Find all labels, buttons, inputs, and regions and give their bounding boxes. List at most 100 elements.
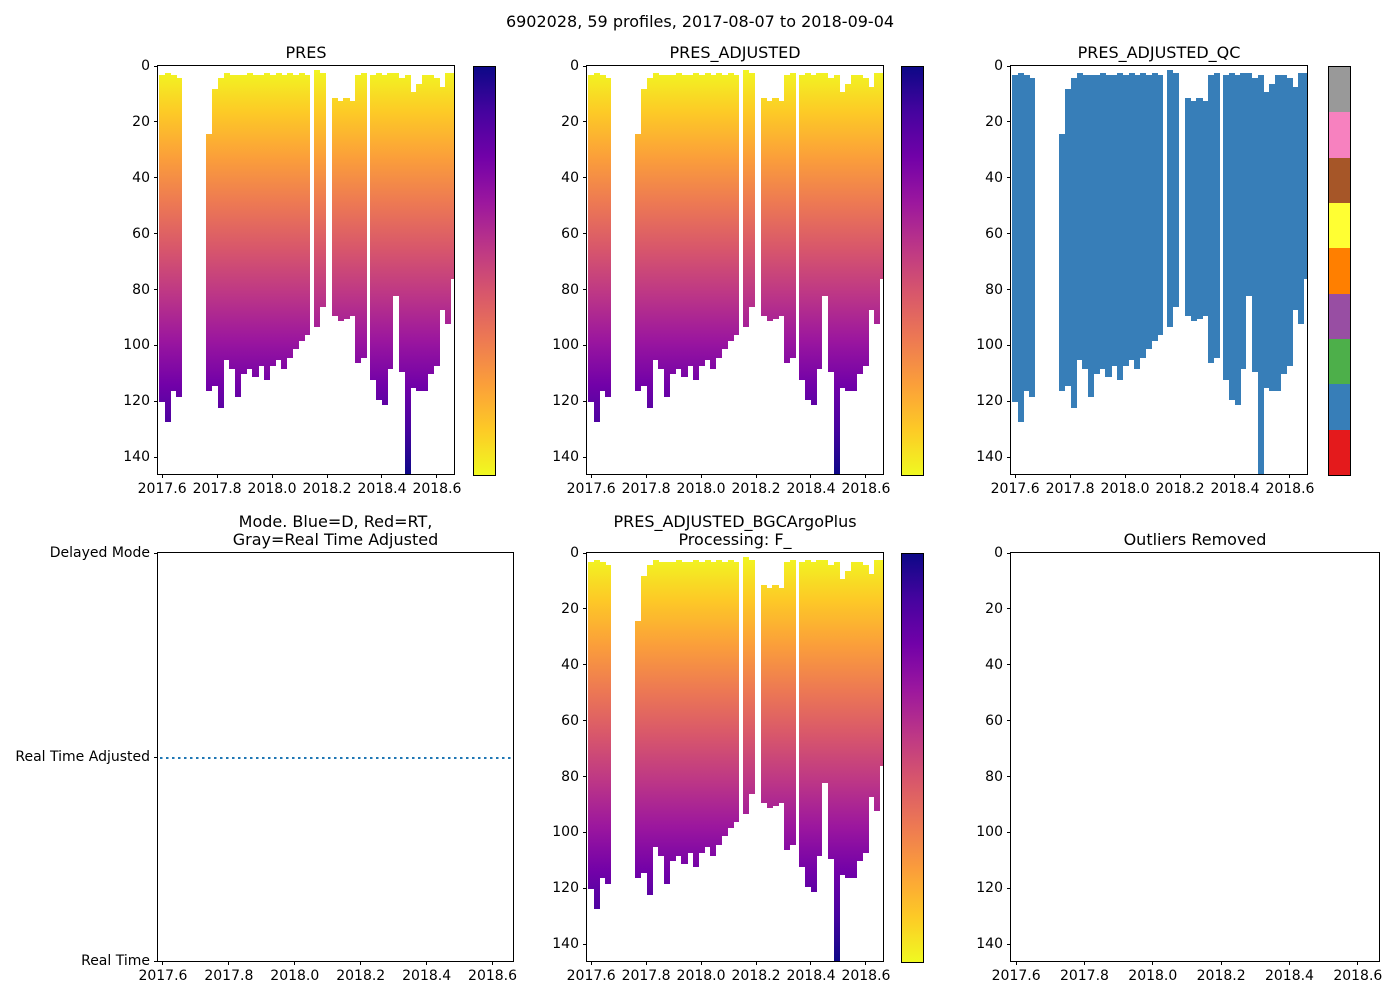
profile-bar-gradient [816,559,823,856]
x-tick-label: 2017.8 [192,481,242,497]
y-tick-mark [154,552,158,554]
profile-bar [1099,72,1106,369]
profile-bar [164,72,171,422]
subplot-bgcargoplus-title-line1: PRES_ADJUSTED_BGCArgoPlus [613,512,857,531]
profile-bar-gradient [692,72,700,380]
profile-bar-gradient [381,75,388,406]
profile-bar-gradient [669,75,676,375]
profile-bar [862,565,869,853]
profile-bar-gradient [868,86,875,311]
profile-bar-gradient [760,97,767,316]
y-tick-label: 60 [985,712,1003,729]
profile-bar [641,89,648,386]
profile-bar [874,72,881,325]
profile-bar [1280,75,1287,375]
profile-bar-gradient [704,559,711,848]
mode-y-tick-label: Real Time [81,953,150,969]
x-tick-mark [426,961,428,965]
profile-bar-gradient [833,562,840,961]
profile-bar [1082,75,1089,369]
y-tick-label: 60 [132,225,150,242]
profile-bar [868,573,875,798]
y-tick-label: 20 [561,113,579,130]
profile-bar-gradient [742,556,749,814]
profile-bar [240,75,247,375]
profile-bar-gradient [716,559,723,845]
profile-bar-gradient [593,72,600,422]
profile-bar [287,72,294,358]
profile-bar-gradient [874,72,881,325]
plot-area-pres [157,65,455,475]
profile-bar [1128,72,1135,361]
profile-bar-gradient [235,75,242,397]
profile-bar [742,69,749,327]
profile-bar-gradient [599,562,606,879]
y-tick-mark [583,65,587,67]
profile-bar [879,72,883,280]
qc-colorbar-segment [1329,202,1350,249]
subplot-outliers-removed: Outliers Removed 2017.6 2017.8 2018.0 2018.… [976,531,1382,985]
x-tick-label: 2018.2 [1196,968,1246,984]
profile-bar [772,97,779,319]
y-tick-mark [1007,831,1011,833]
x-tick-label: 2018.6 [841,968,891,984]
figure-title: 6902028, 59 profiles, 2017-08-07 to 2018… [505,12,895,31]
profile-bar [698,562,705,853]
profile-bar [1240,72,1247,369]
y-tick-mark [1007,552,1011,554]
profile-bar [1184,97,1191,316]
profile-bar-gradient [304,75,311,336]
y-tick-label: 0 [141,58,150,74]
profile-bar [170,75,177,392]
profile-bar [635,134,642,392]
x-tick-label: 2017.8 [1045,481,1095,497]
profile-bar-gradient [874,559,881,812]
profile-bar [778,587,785,803]
profile-bar-gradient [263,72,271,380]
profile-bar-gradient [398,78,406,372]
y-tick-mark [1007,776,1011,778]
profile-bar-gradient [721,75,728,350]
profile-bar-gradient [868,573,875,798]
y-tick-label: 100 [976,824,1003,841]
profile-bar [1070,78,1077,408]
y-tick-mark [583,887,587,889]
x-tick-label: 2017.8 [1059,968,1109,984]
x-tick-label: 2018.6 [412,481,462,497]
x-tick-label: 2018.6 [1333,968,1383,984]
x-tick-mark [162,961,164,965]
profile-bar-gradient [783,562,791,851]
x-tick-label: 2018.0 [676,481,726,497]
profile-bar [1202,100,1209,316]
profile-bar-gradient [212,89,219,386]
profile-bar [687,562,694,853]
plot-area-mode [157,552,514,962]
profile-bar [1029,78,1036,397]
profile-bar-gradient [856,562,863,862]
profile-bar [410,92,417,389]
profile-bar-gradient [337,100,344,322]
profile-bar-gradient [170,75,177,392]
profile-bar-gradient [658,75,665,369]
y-tick-mark [154,233,158,235]
profile-bar [1134,75,1141,369]
profile-bar-gradient [681,75,688,378]
profile-bar [664,562,671,884]
profile-bar [675,72,682,369]
profile-bar [733,75,740,336]
x-tick-label: 2018.0 [247,481,297,497]
qc-colorbar-segment [1329,112,1350,158]
profile-bar-gradient [275,72,282,361]
qc-colorbar-segment [1329,248,1350,294]
profile-bar [646,565,653,895]
profile-bar [1246,72,1253,297]
profile-bar [1076,72,1083,361]
profile-bar-gradient [810,562,817,893]
x-tick-label: 2018.2 [1155,481,1205,497]
profile-bar [1303,72,1307,280]
profile-bar-gradient [433,78,440,366]
profile-bar [1234,75,1241,406]
